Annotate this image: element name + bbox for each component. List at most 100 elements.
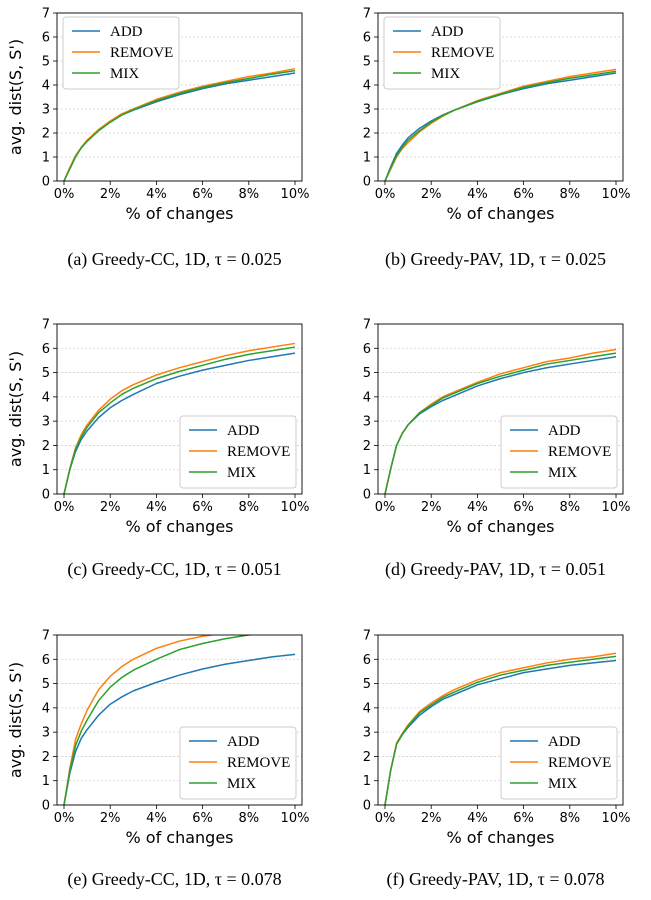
y-tick-label: 4: [42, 701, 50, 716]
y-tick-label: 5: [42, 677, 50, 692]
y-tick-label: 2: [363, 127, 371, 142]
y-tick-label: 3: [42, 726, 50, 741]
series-line-add: [63, 352, 296, 494]
legend-box: [500, 726, 618, 800]
y-tick-label: 2: [42, 439, 50, 454]
legend-label-remove: REMOVE: [548, 444, 611, 460]
series-line-mix: [63, 635, 255, 805]
x-tick-label: 10%: [281, 811, 310, 826]
x-tick-label: 0%: [54, 500, 75, 515]
legend-label-mix: MIX: [110, 66, 139, 82]
y-tick-label: 7: [363, 629, 371, 644]
x-tick-label: 4%: [146, 811, 167, 826]
y-tick-label: 0: [363, 488, 371, 503]
series-line-mix: [63, 69, 296, 181]
y-tick-label: 0: [42, 175, 50, 190]
legend-box: [62, 16, 180, 90]
x-tick-label: 8%: [238, 500, 259, 515]
x-tick-label: 8%: [559, 187, 580, 202]
panel-caption: (b) Greedy-PAV, 1D, τ = 0.025: [385, 249, 606, 270]
y-tick-label: 7: [363, 318, 371, 333]
x-tick-label: 4%: [467, 187, 488, 202]
x-tick-label: 4%: [467, 500, 488, 515]
panel-caption: (d) Greedy-PAV, 1D, τ = 0.051: [385, 559, 606, 580]
plot-frame: [56, 12, 303, 182]
x-tick-label: 8%: [238, 811, 259, 826]
y-tick-label: 5: [363, 55, 371, 70]
y-tick-label: 6: [363, 31, 371, 46]
legend-label-add: ADD: [110, 24, 143, 40]
y-tick-label: 3: [42, 103, 50, 118]
x-tick-label: 2%: [100, 500, 121, 515]
x-tick-label: 4%: [146, 500, 167, 515]
legend-label-add: ADD: [227, 423, 260, 439]
y-tick-label: 0: [363, 175, 371, 190]
legend-label-mix: MIX: [548, 465, 577, 481]
panel-caption: (a) Greedy-CC, 1D, τ = 0.025: [67, 249, 281, 270]
x-tick-label: 6%: [513, 500, 534, 515]
series-line-remove: [63, 342, 296, 494]
x-tick-label: 0%: [54, 187, 75, 202]
x-tick-label: 0%: [375, 500, 396, 515]
legend: ADD REMOVE MIX: [62, 16, 180, 90]
y-tick-label: 5: [42, 55, 50, 70]
y-axis-label: avg. dist(S, S'): [6, 662, 25, 778]
x-tick-label: 6%: [513, 187, 534, 202]
legend-box: [179, 415, 297, 489]
y-tick-label: 0: [363, 799, 371, 814]
y-tick-label: 1: [42, 774, 50, 789]
x-tick-label: 10%: [602, 187, 631, 202]
x-tick-label: 10%: [281, 187, 310, 202]
chart-panel-e: 0 1 2 3 4 5 6 7 0% 2% 4% 6% 8% 10% % of changes avg. di…: [6, 629, 309, 891]
y-tick-label: 2: [363, 750, 371, 765]
x-tick-label: 2%: [421, 187, 442, 202]
x-tick-label: 10%: [602, 500, 631, 515]
plot-frame: [377, 634, 624, 806]
series-line-mix: [384, 352, 617, 494]
panel-caption: (f) Greedy-PAV, 1D, τ = 0.078: [386, 869, 604, 890]
x-axis-label: % of changes: [125, 828, 233, 847]
x-axis-label: % of changes: [446, 517, 554, 536]
y-tick-label: 0: [42, 799, 50, 814]
y-axis-label: avg. dist(S, S'): [6, 39, 25, 155]
legend: ADD REMOVE MIX: [383, 16, 501, 90]
series-group: [63, 635, 296, 805]
x-axis-label: % of changes: [446, 828, 554, 847]
y-tick-label: 6: [42, 342, 50, 357]
legend-label-remove: REMOVE: [227, 444, 290, 460]
series-group: [384, 348, 617, 494]
chart-panel-c: 0 1 2 3 4 5 6 7 0% 2% 4% 6% 8% 10% % of changes avg. di…: [6, 318, 309, 581]
x-tick-label: 2%: [421, 500, 442, 515]
series-group: [384, 68, 617, 181]
legend-label-mix: MIX: [227, 465, 256, 481]
plot-frame: [377, 12, 624, 182]
y-tick-label: 7: [42, 629, 50, 644]
y-tick-label: 6: [363, 653, 371, 668]
x-tick-label: 0%: [375, 811, 396, 826]
legend-label-remove: REMOVE: [548, 755, 611, 771]
series-group: [384, 652, 617, 805]
series-line-mix: [63, 346, 296, 494]
y-tick-label: 3: [363, 415, 371, 430]
y-tick-label: 5: [42, 366, 50, 381]
y-tick-label: 4: [42, 79, 50, 94]
y-tick-label: 2: [363, 439, 371, 454]
chart-panel-a: 0 1 2 3 4 5 6 7 0% 2% 4% 6% 8% 10% % of changes avg. di…: [6, 7, 309, 271]
y-tick-label: 4: [363, 701, 371, 716]
series-group: [63, 67, 296, 181]
plot-frame: [56, 323, 303, 495]
y-tick-label: 1: [42, 151, 50, 166]
x-axis-label: % of changes: [125, 204, 233, 223]
plot-frame: [377, 323, 624, 495]
legend-label-remove: REMOVE: [431, 45, 494, 61]
legend-box: [500, 415, 618, 489]
legend-label-mix: MIX: [431, 66, 460, 82]
y-tick-label: 6: [42, 653, 50, 668]
y-tick-label: 1: [42, 463, 50, 478]
legend: ADD REMOVE MIX: [179, 726, 297, 800]
y-tick-label: 5: [363, 677, 371, 692]
y-tick-label: 3: [42, 415, 50, 430]
y-tick-label: 7: [363, 7, 371, 22]
y-tick-label: 1: [363, 151, 371, 166]
